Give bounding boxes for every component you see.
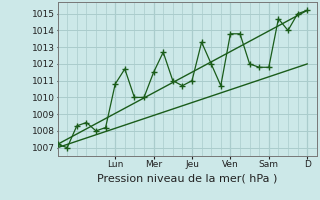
X-axis label: Pression niveau de la mer( hPa ): Pression niveau de la mer( hPa ) [97, 173, 277, 183]
